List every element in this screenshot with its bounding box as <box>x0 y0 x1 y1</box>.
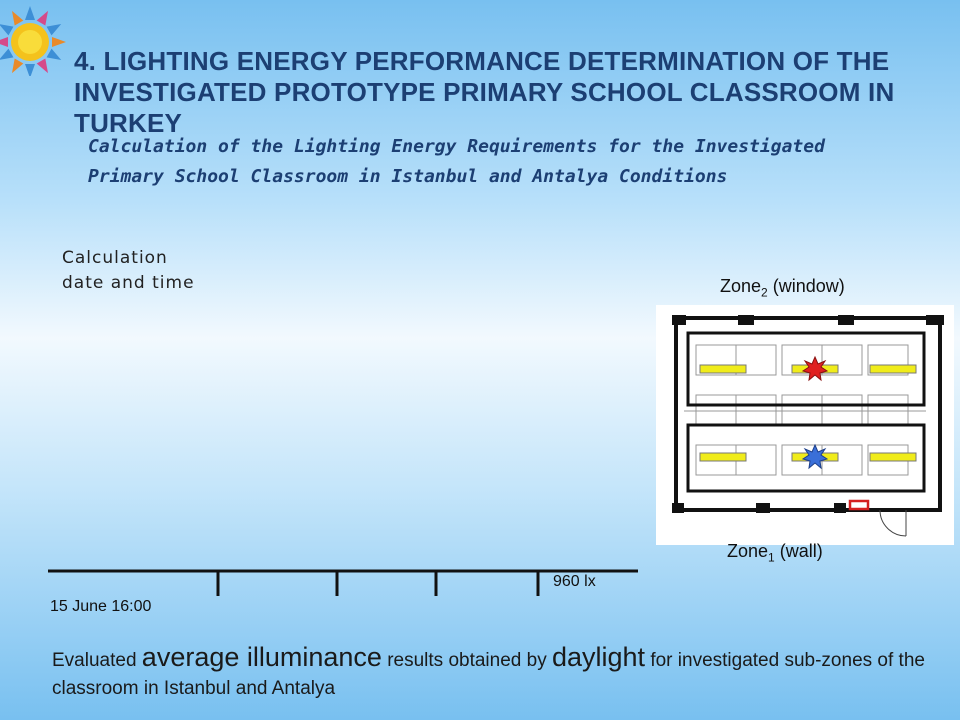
zone2-label: Zone2 (window) <box>720 276 845 300</box>
luminaire <box>699 452 747 462</box>
caption-emphasis-illuminance: average illuminance <box>141 642 382 672</box>
door-marker <box>848 499 870 511</box>
calculation-date-label: Calculation date and time <box>62 246 262 296</box>
slide-subtitle: Calculation of the Lighting Energy Requi… <box>88 136 825 187</box>
zone1-outline <box>686 423 926 493</box>
red-star-icon <box>801 355 829 382</box>
sun-logo-icon <box>0 6 66 76</box>
luminaire <box>869 364 917 374</box>
blue-star-icon <box>801 443 829 470</box>
caption-emphasis-daylight: daylight <box>551 642 646 672</box>
door-swing <box>879 509 907 537</box>
zone2-outline <box>686 331 926 407</box>
timeline-scale <box>48 569 638 596</box>
illuminance-value: 960 lx <box>553 573 596 590</box>
zone1-label: Zone1 (wall) <box>727 541 823 565</box>
calc-label-line1: Calculation <box>62 248 168 268</box>
slide-title: 4. LIGHTING ENERGY PERFORMANCE DETERMINA… <box>74 46 895 138</box>
slide-caption: Evaluated average illuminance results ob… <box>52 642 925 699</box>
luminaire <box>699 364 747 374</box>
luminaire <box>869 452 917 462</box>
calculation-time-value: 15 June 16:00 <box>50 598 152 615</box>
classroom-floor-plan <box>656 305 954 545</box>
calc-label-line2: date and time <box>62 273 195 293</box>
